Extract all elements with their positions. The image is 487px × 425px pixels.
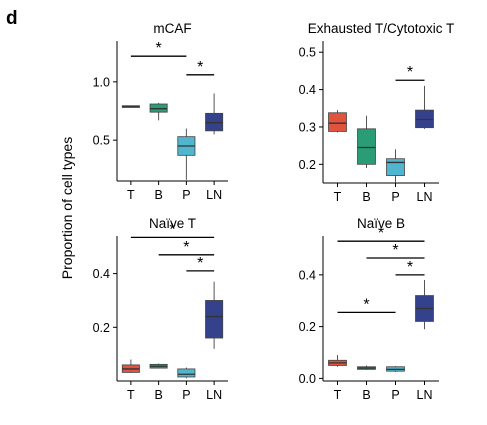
x-tick-label: T (127, 388, 135, 402)
significance-star: * (169, 221, 175, 238)
y-tick-label: 0.4 (299, 83, 316, 97)
box-B (357, 365, 376, 370)
x-tick-label: LN (206, 388, 222, 402)
x-tick-label: B (154, 188, 162, 202)
x-tick-label: T (334, 190, 342, 204)
x-tick-label: LN (417, 190, 433, 204)
y-axis-label: Proportion of cell types (59, 137, 75, 279)
box-P (177, 367, 196, 379)
y-tick-label: 0.2 (93, 321, 110, 335)
y-tick-label: 0.4 (93, 267, 110, 281)
panel-letter: d (6, 8, 18, 29)
significance-star: * (156, 40, 162, 57)
box-body (386, 158, 405, 176)
panel-1: Exhausted T/Cytotoxic T 0.2 0.3 0.4 0.5 T B P LN… (299, 21, 455, 204)
box-T (328, 110, 347, 133)
x-tick-label: P (182, 388, 190, 402)
box-B (149, 102, 168, 121)
significance-star: * (378, 225, 384, 242)
y-tick-label: 0.4 (299, 268, 316, 282)
box-body (205, 300, 224, 339)
significance-star: * (407, 64, 413, 81)
y-tick-label: 0.3 (299, 120, 316, 134)
y-tick-label: 0.5 (93, 134, 110, 148)
panel-2: Naïve T 0.2 0.4 T B P LN * * * (93, 216, 228, 402)
x-tick-label: P (182, 188, 190, 202)
panel-title: mCAF (153, 21, 191, 36)
box-LN (205, 281, 224, 349)
significance-star: * (407, 259, 413, 276)
box-T (328, 355, 347, 367)
box-P (386, 149, 405, 183)
box-LN (205, 93, 224, 135)
y-tick-label: 0.2 (299, 158, 316, 172)
panel-0: mCAF 0.5 1.0 T B P LN * * (93, 21, 228, 202)
box-body (357, 128, 376, 165)
x-tick-label: B (154, 388, 162, 402)
x-tick-label: B (362, 388, 370, 402)
y-tick-label: 0.5 (299, 46, 316, 60)
x-tick-label: T (334, 388, 342, 402)
x-tick-label: LN (206, 188, 222, 202)
significance-star: * (392, 242, 398, 259)
box-T (121, 105, 140, 108)
box-P (386, 365, 405, 372)
significance-star: * (197, 255, 203, 272)
y-tick-label: 0.2 (299, 320, 316, 334)
x-tick-label: P (391, 190, 399, 204)
panel-title: Naïve B (357, 216, 405, 231)
y-tick-label: 1.0 (93, 75, 110, 89)
box-P (177, 128, 196, 180)
box-B (149, 363, 168, 369)
box-body (328, 112, 347, 132)
x-tick-label: B (362, 190, 370, 204)
box-body (177, 368, 196, 378)
box-LN (415, 280, 434, 330)
x-tick-label: P (391, 388, 399, 402)
box-B (357, 115, 376, 169)
significance-star: * (363, 296, 369, 313)
panel-3: Naïve B 0.0 0.2 0.4 T B P LN * * * * (299, 216, 439, 402)
box-T (121, 359, 140, 373)
significance-star: * (197, 59, 203, 76)
box-LN (415, 85, 434, 129)
x-tick-label: LN (417, 388, 433, 402)
panel-title: Naïve T (149, 216, 196, 231)
significance-star: * (183, 239, 189, 256)
panel-title: Exhausted T/Cytotoxic T (308, 21, 455, 36)
y-tick-label: 0.0 (299, 372, 316, 386)
x-tick-label: T (127, 188, 135, 202)
